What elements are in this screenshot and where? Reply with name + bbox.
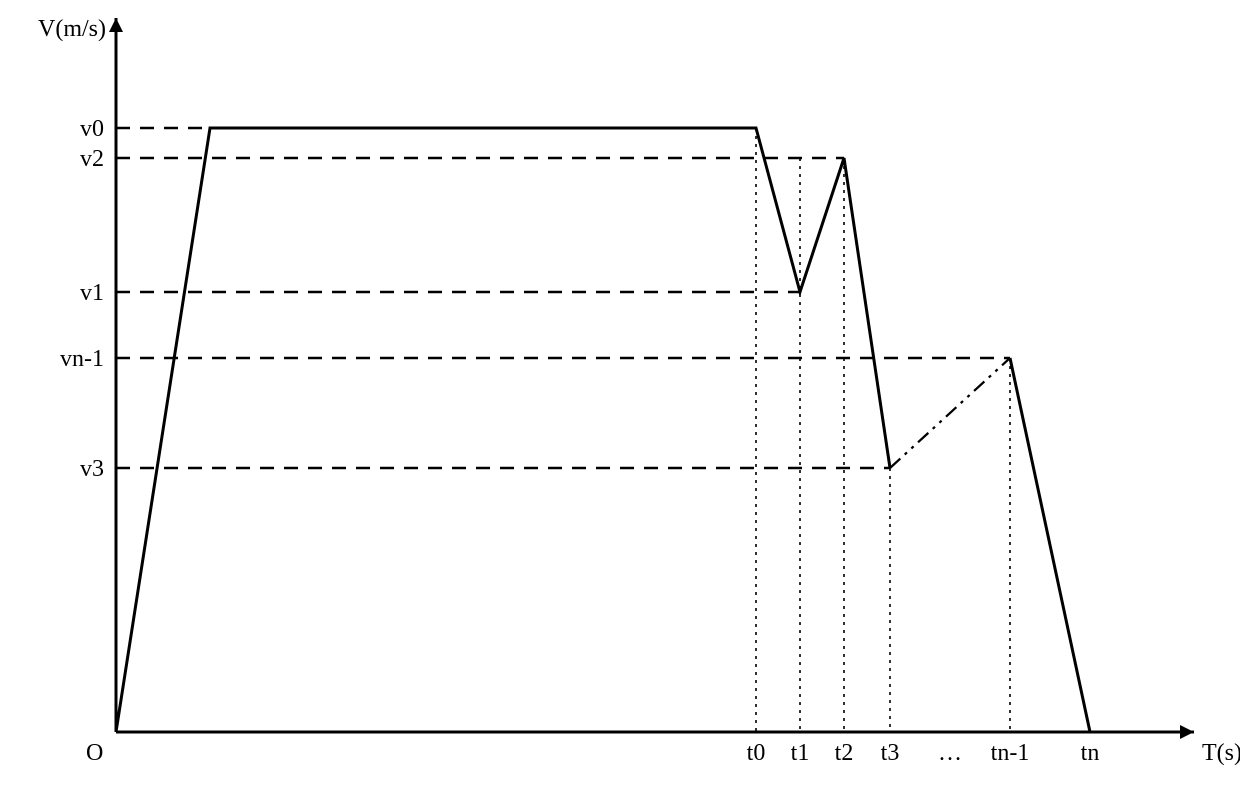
y-tick-v3: v3 [80,456,104,482]
origin-label: O [86,740,103,766]
x-tick-t2: t2 [835,740,854,766]
x-tick-tn-1: tn-1 [991,740,1030,766]
x-tick-t3: t3 [881,740,900,766]
x-tick-dots: … [938,740,962,766]
y-tick-v0: v0 [80,116,104,142]
x-tick-t0: t0 [747,740,766,766]
x-tick-t1: t1 [791,740,810,766]
y-tick-v1: v1 [80,280,104,306]
y-tick-v2: v2 [80,146,104,172]
y-axis-label: V(m/s) [38,16,106,42]
velocity-profile-diagram: V(m/s) T(s) Ov0 v2 v1 vn-1 v3 t0 t1 t2 t3 … tn-1 tn [0,0,1240,788]
y-tick-vn-1: vn-1 [60,346,104,372]
x-axis-label: T(s) [1202,740,1240,766]
chart-background [0,0,1240,788]
x-tick-tn: tn [1081,740,1100,766]
